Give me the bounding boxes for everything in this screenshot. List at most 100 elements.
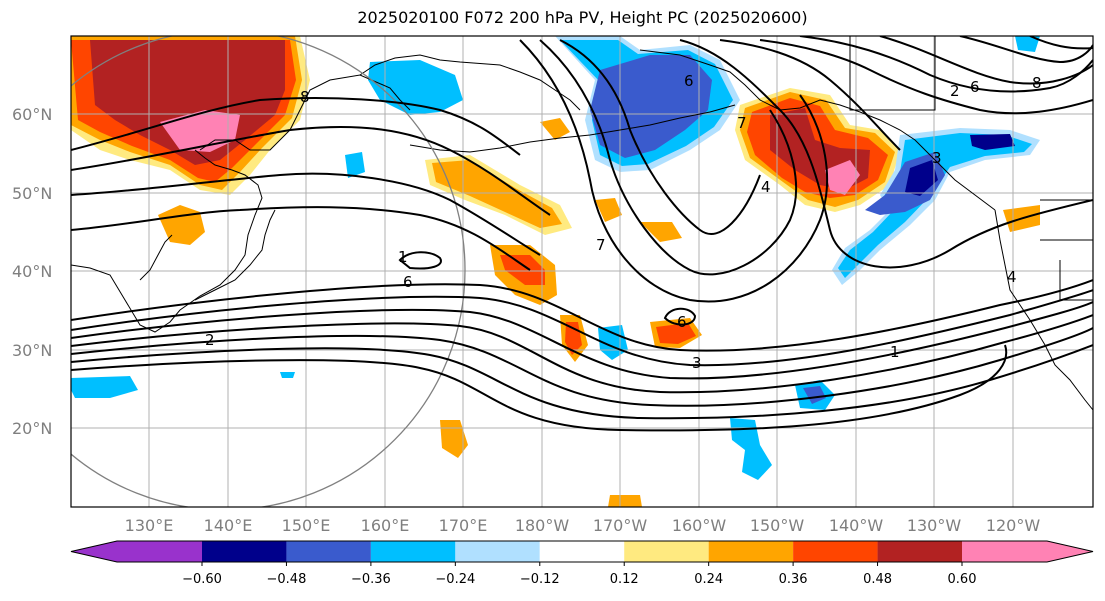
colorbar-swatch (708, 541, 794, 562)
colorbar-swatch (71, 541, 202, 562)
lon-label: 130°E (125, 516, 174, 535)
lat-labels: 20°N 30°N 40°N 50°N 60°N (12, 105, 52, 438)
pv-positive-region-alaska-5 (825, 160, 860, 195)
contour-label: 2 (950, 82, 960, 100)
pv-positive-region-small-5b (656, 323, 696, 344)
coastline-korea (139, 234, 173, 281)
colorbar-swatch (624, 541, 709, 562)
contour-label: 6 (403, 273, 413, 291)
lon-label: 170°E (439, 516, 488, 535)
pv-positive-region-small-6 (440, 420, 468, 458)
pv-negative-region-nw-canada-4 (905, 160, 938, 196)
contour-label: 6 (684, 72, 694, 90)
colorbar-tick-label: −0.36 (351, 572, 391, 587)
pv-positive-region-small-2 (595, 198, 622, 222)
coastline-asia (71, 149, 263, 333)
lon-label: 140°E (204, 516, 253, 535)
lat-label: 50°N (12, 184, 52, 203)
contour-13 (663, 307, 697, 326)
contour-label: 4 (1007, 268, 1017, 286)
map-frame (70, 35, 1094, 508)
contour-18 (719, 39, 901, 151)
lon-label: 140°W (829, 516, 884, 535)
contour-22 (959, 36, 1093, 64)
graticule (71, 36, 1093, 507)
lon-labels: 130°E 140°E 150°E 160°E 170°E 180°W 170°… (125, 516, 1041, 535)
colorbar-swatch (286, 541, 371, 562)
pv-negative-region-nw-canada (832, 128, 1040, 285)
contour-label: 2 (205, 331, 215, 349)
colorbar-swatch (962, 541, 1093, 562)
contour-label: 7 (737, 114, 747, 132)
contour-label: 1 (398, 248, 408, 266)
pv-shading (71, 36, 1040, 507)
contour-15 (539, 39, 798, 276)
contour-label: 8 (300, 88, 310, 106)
contour-17 (679, 39, 1093, 269)
lon-label: 160°W (672, 516, 727, 535)
lat-label: 20°N (12, 419, 52, 438)
lat-label: 60°N (12, 105, 52, 124)
pv-negative-region-w-pacific (71, 376, 138, 398)
colorbar-tick-label: 0.12 (610, 572, 639, 587)
contour-7 (71, 344, 1008, 432)
contour-label: 4 (761, 178, 771, 196)
colorbar-tick-label: −0.60 (182, 572, 222, 587)
coastline-aleutians (409, 104, 736, 153)
contour-label: 3 (692, 354, 702, 372)
contour-label: 6 (970, 78, 980, 96)
colorbar-tick-label: 0.60 (948, 572, 977, 587)
pv-negative-region-hawaii (730, 418, 772, 480)
pv-positive-region-small-1 (540, 118, 570, 140)
colorbar-tick-label: −0.24 (435, 572, 475, 587)
colorbar-outline (70, 540, 1094, 563)
contour-12 (398, 251, 442, 270)
pv-positive-region-center-blob-2 (500, 255, 545, 285)
contour-5 (71, 327, 1093, 407)
colorbar-swatch (370, 541, 456, 562)
contour-4 (71, 314, 1093, 394)
pv-negative-region-small-1 (345, 152, 365, 178)
coastline-kamchatka (359, 54, 581, 111)
pv-positive-region-small-3 (640, 222, 682, 242)
colorbar-swatch (793, 541, 878, 562)
contour-2 (71, 289, 1093, 367)
contour-label: 6 (677, 313, 687, 331)
coastline-canada-top (849, 36, 936, 111)
lon-label: 120°W (986, 516, 1041, 535)
lon-label: 170°W (593, 516, 648, 535)
lon-label: 150°W (750, 516, 805, 535)
colorbar-tick-label: 0.48 (863, 572, 892, 587)
contour-8 (71, 97, 521, 156)
colorbar-tick-label: −0.48 (267, 572, 307, 587)
colorbar-swatch (202, 541, 287, 562)
colorbar-swatch (455, 541, 540, 562)
contour-20 (799, 36, 1093, 93)
pv-positive-region-central-2 (432, 160, 562, 228)
pv-negative-region-top (1015, 36, 1040, 52)
contour-1 (71, 279, 1093, 352)
contour-21 (879, 36, 1093, 85)
contour-19 (759, 39, 1093, 115)
contour-label: 3 (932, 149, 942, 167)
contour-23 (1029, 36, 1093, 50)
contour-label: 7 (596, 236, 606, 254)
colorbar-swatch (539, 541, 625, 562)
coastlines (71, 36, 1093, 411)
colorbar-tick-label: −0.12 (520, 572, 560, 587)
pv-positive-region-small-8 (608, 495, 642, 507)
colorbar-swatch (877, 541, 962, 562)
colorbar-tick-label: 0.36 (779, 572, 808, 587)
pv-negative-region-small-2 (280, 372, 295, 378)
contour-9 (71, 125, 551, 216)
contour-11 (71, 206, 531, 271)
coastline-alaska (639, 49, 996, 211)
contour-16 (519, 39, 829, 303)
lon-label: 130°W (907, 516, 962, 535)
contour-10 (71, 172, 541, 256)
pv-negative-region-hawaii-ne-2 (803, 386, 826, 404)
pv-negative-region-nw-canada-5 (970, 134, 1015, 150)
lon-label: 180°W (515, 516, 570, 535)
range-circle (71, 36, 466, 507)
